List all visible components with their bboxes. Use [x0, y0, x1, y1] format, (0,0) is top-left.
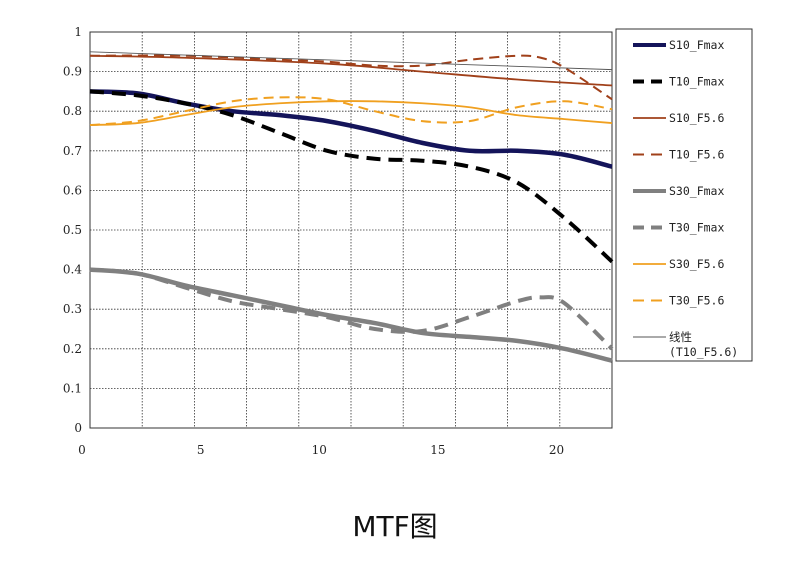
y-tick-label: 0.7 [63, 144, 82, 158]
y-tick-label: 0.9 [63, 65, 82, 79]
legend-label: (T10_F5.6) [669, 345, 738, 359]
y-tick-label: 0.4 [63, 263, 82, 277]
y-tick-label: 1 [74, 25, 82, 39]
series-line-- [89, 51, 613, 71]
legend-label: S10_F5.6 [669, 111, 724, 125]
x-tick-label: 20 [549, 443, 564, 457]
legend-label: S30_F5.6 [669, 257, 724, 271]
x-tick-label: 0 [78, 443, 86, 457]
legend-label: T10_Fmax [669, 75, 724, 89]
y-tick-label: 0.2 [63, 342, 82, 356]
y-tick-label: 0.6 [63, 183, 82, 197]
legend-label: 线性 [669, 330, 692, 344]
x-tick-label: 10 [312, 443, 327, 457]
x-tick-label: 15 [430, 443, 445, 457]
y-tick-label: 0.8 [63, 104, 82, 118]
series-line-t30-f5-6 [89, 96, 613, 127]
y-tick-label: 0.5 [63, 223, 82, 237]
series-line-s10-f5-6 [89, 54, 613, 87]
legend-box [615, 28, 753, 362]
legend-label: S10_Fmax [669, 38, 724, 52]
legend-label: S30_Fmax [669, 184, 724, 198]
x-tick-label: 5 [197, 443, 205, 457]
plot-frame [89, 31, 613, 429]
series-line-t10-fmax [89, 89, 614, 264]
y-tick-label: 0 [74, 421, 82, 435]
legend-label: T30_F5.6 [669, 294, 724, 308]
series-line-s30-f5-6 [89, 100, 613, 126]
y-tick-label: 0.3 [63, 302, 82, 316]
y-tick-label: 0.1 [63, 381, 82, 395]
series-line-t10-f5-6 [89, 54, 613, 101]
legend-label: T10_F5.6 [669, 148, 724, 162]
chart-title: MTF图 [352, 510, 438, 543]
legend-label: T30_Fmax [669, 221, 724, 235]
series-line-t30-fmax [89, 267, 614, 351]
